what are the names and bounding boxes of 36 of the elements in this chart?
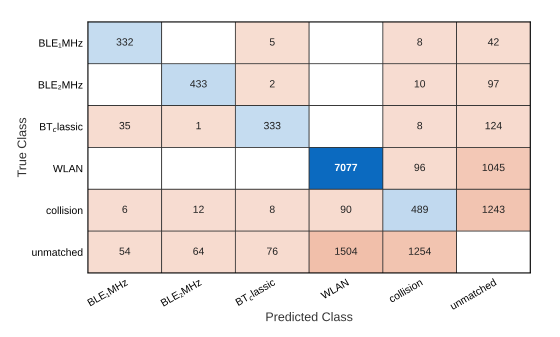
y-axis-title: True Class xyxy=(17,118,26,178)
data-label: 8 xyxy=(270,206,275,213)
data-label: 1 xyxy=(196,122,201,130)
data-label: 76 xyxy=(266,247,278,255)
y-tick-label: BT$_{c}$lassic xyxy=(40,122,83,132)
data-label: 10 xyxy=(414,80,426,88)
data-label: 54 xyxy=(119,248,130,255)
x-tick-label: BT$_{c}$lassic xyxy=(234,278,277,308)
y-tick-label: unmatched xyxy=(32,248,82,256)
data-label: 332 xyxy=(116,38,133,46)
data-label: 124 xyxy=(486,122,502,130)
data-label: 7077 xyxy=(334,164,358,172)
data-label: 12 xyxy=(194,206,204,213)
data-label: 8 xyxy=(417,38,422,46)
data-label: 42 xyxy=(488,38,499,46)
data-label: 333 xyxy=(264,122,280,130)
y-tick-label: BLE₁MHz xyxy=(39,39,83,48)
data-label: 433 xyxy=(190,80,207,88)
data-label: 1243 xyxy=(482,206,505,213)
data-label: 90 xyxy=(340,206,352,213)
y-tick-label: collision xyxy=(46,206,82,214)
y-tick-label: WLAN xyxy=(53,164,82,172)
data-label: 2 xyxy=(270,80,275,88)
data-label: 1254 xyxy=(408,247,432,255)
data-label: 8 xyxy=(417,122,422,130)
x-axis-title: Predicted Class xyxy=(266,312,352,322)
data-label: 1504 xyxy=(335,247,358,255)
data-label: 1045 xyxy=(482,164,505,172)
y-tick-label: BLE₂MHz xyxy=(38,81,83,90)
data-label: 35 xyxy=(119,122,130,130)
data-label: 97 xyxy=(488,80,499,88)
data-label: 96 xyxy=(414,164,426,172)
data-label: 5 xyxy=(270,38,275,46)
data-label: 6 xyxy=(122,206,128,213)
data-label: 489 xyxy=(411,206,428,213)
data-label: 64 xyxy=(193,247,204,255)
